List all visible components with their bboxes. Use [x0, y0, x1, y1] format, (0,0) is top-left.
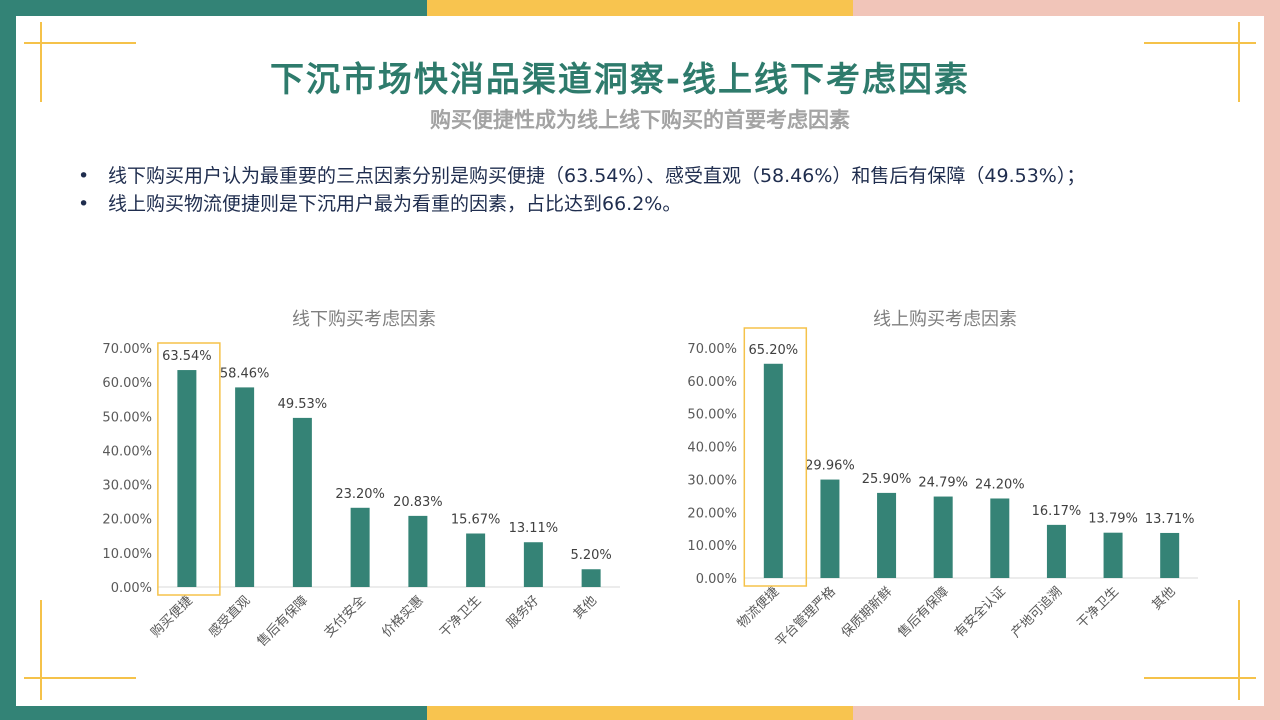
corner-mark-bottom-right-v	[1238, 600, 1240, 700]
top-band-green	[0, 0, 427, 16]
data-label: 29.96%	[805, 459, 855, 474]
bar	[933, 496, 953, 578]
category-label: 服务好	[503, 593, 542, 632]
highlight-box	[743, 327, 808, 587]
insight-item: 线上购买物流便捷则是下沉用户最为看重的因素，占比达到66.2%。	[78, 190, 1085, 218]
data-label: 13.11%	[509, 521, 559, 536]
y-tick-label: 10.00%	[102, 547, 152, 562]
y-tick-label: 0.00%	[696, 572, 737, 587]
category-label: 保质期新鲜	[838, 584, 895, 641]
top-band-pink	[853, 0, 1280, 16]
data-label: 65.20%	[749, 343, 799, 358]
corner-mark-top-right-v	[1238, 22, 1240, 102]
category-label: 平台管理严格	[772, 584, 838, 650]
category-label: 干净卫生	[437, 593, 484, 640]
y-tick-label: 50.00%	[102, 410, 152, 425]
y-tick-label: 0.00%	[111, 581, 152, 596]
data-label: 25.90%	[862, 472, 912, 487]
category-label: 购买便捷	[148, 593, 196, 641]
corner-mark-bottom-left-h	[24, 677, 136, 679]
data-label: 49.53%	[278, 397, 328, 412]
category-label: 支付安全	[321, 593, 369, 641]
page-subtitle: 购买便捷性成为线上线下购买的首要考虑因素	[430, 108, 850, 132]
bar	[763, 363, 783, 578]
bar	[235, 387, 255, 587]
category-label: 售后有保障	[895, 584, 952, 641]
bar	[523, 542, 543, 587]
y-tick-label: 70.00%	[687, 342, 737, 357]
top-band-yellow	[427, 0, 853, 16]
y-tick-label: 40.00%	[102, 444, 152, 459]
bar	[292, 417, 312, 587]
category-label: 物流便捷	[735, 584, 782, 631]
insight-list: 线下购买用户认为最重要的三点因素分别是购买便捷（63.54%）、感受直观（58.…	[78, 162, 1085, 218]
y-tick-label: 70.00%	[102, 342, 152, 357]
corner-mark-bottom-left-v	[40, 600, 42, 700]
bar	[1160, 532, 1180, 578]
data-label: 13.79%	[1088, 512, 1138, 527]
data-label: 16.17%	[1032, 504, 1082, 519]
bar	[1103, 532, 1123, 578]
data-label: 58.46%	[220, 366, 270, 381]
bar	[581, 569, 601, 587]
insight-item: 线下购买用户认为最重要的三点因素分别是购买便捷（63.54%）、感受直观（58.…	[78, 162, 1085, 190]
corner-mark-top-left-v	[40, 22, 42, 102]
data-label: 63.54%	[162, 349, 212, 364]
bottom-band-green	[0, 706, 427, 720]
y-tick-label: 30.00%	[102, 479, 152, 494]
data-label: 15.67%	[451, 512, 501, 527]
y-tick-label: 60.00%	[102, 376, 152, 391]
highlight-box	[157, 342, 221, 596]
right-band-pink	[1264, 16, 1280, 706]
bar	[820, 479, 840, 578]
y-tick-label: 50.00%	[687, 408, 737, 423]
bottom-band-yellow	[427, 706, 853, 720]
corner-mark-bottom-right-h	[1144, 677, 1256, 679]
category-label: 售后有保障	[254, 593, 311, 650]
y-tick-label: 20.00%	[687, 506, 737, 521]
chart-title: 线下购买考虑因素	[292, 309, 436, 330]
chart-title: 线上购买考虑因素	[873, 309, 1017, 330]
bar	[990, 498, 1010, 578]
y-tick-label: 10.00%	[687, 539, 737, 554]
page-title: 下沉市场快消品渠道洞察-线上线下考虑因素	[269, 60, 971, 100]
data-label: 24.20%	[975, 477, 1025, 492]
category-label: 有安全认证	[951, 584, 1008, 641]
bottom-band-pink	[853, 706, 1280, 720]
data-label: 13.71%	[1145, 512, 1195, 527]
category-label: 价格实惠	[379, 593, 427, 641]
bar	[877, 492, 897, 578]
data-label: 20.83%	[393, 495, 443, 510]
category-label: 干净卫生	[1075, 584, 1122, 631]
bar	[466, 533, 486, 587]
bar	[408, 515, 428, 587]
bar	[177, 370, 197, 587]
y-tick-label: 60.00%	[687, 375, 737, 390]
y-tick-label: 40.00%	[687, 441, 737, 456]
bar	[1046, 524, 1066, 578]
left-band-green	[0, 16, 16, 706]
corner-mark-top-left-h	[24, 42, 136, 44]
category-label: 其他	[571, 593, 600, 622]
category-label: 其他	[1150, 584, 1179, 613]
bar	[350, 507, 370, 587]
corner-mark-top-right-h	[1144, 42, 1256, 44]
y-tick-label: 20.00%	[102, 513, 152, 528]
category-label: 产地可追溯	[1008, 584, 1065, 641]
data-label: 24.79%	[918, 476, 968, 491]
data-label: 5.20%	[570, 548, 611, 563]
y-tick-label: 30.00%	[687, 473, 737, 488]
data-label: 23.20%	[335, 487, 385, 502]
category-label: 感受直观	[205, 593, 253, 641]
